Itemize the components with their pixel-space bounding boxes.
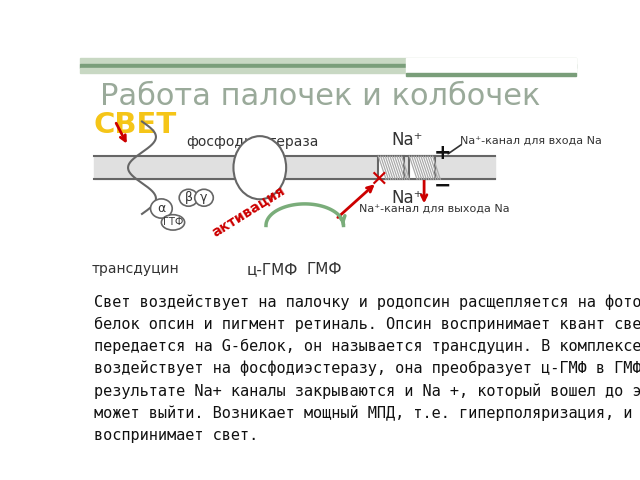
Bar (80, 58, 576, 64)
Text: СВЕТ: СВЕТ (94, 111, 177, 139)
Text: фосфодиэстераза: фосфодиэстераза (186, 135, 318, 149)
Bar (378, 156, 404, 179)
Text: ц-ГМФ: ц-ГМФ (246, 262, 298, 277)
Text: ГМФ: ГМФ (307, 262, 342, 277)
Text: Работа палочек и колбочек: Работа палочек и колбочек (100, 82, 540, 110)
Text: Na⁺: Na⁺ (391, 131, 423, 149)
Text: α: α (157, 202, 166, 215)
Text: β: β (184, 191, 193, 204)
Ellipse shape (161, 215, 184, 230)
Text: γ: γ (200, 191, 208, 204)
Text: активация: активация (210, 183, 288, 240)
Bar (80, 64, 576, 68)
Text: Na⁺-канал для входа Na: Na⁺-канал для входа Na (460, 136, 602, 146)
Text: −: − (434, 175, 451, 195)
Text: Свет воздействует на палочку и родопсин расщепляется на фоторецепторный
белок оп: Свет воздействует на палочку и родопсин … (94, 295, 640, 443)
Text: Na⁺-канал для выхода Na: Na⁺-канал для выхода Na (359, 204, 509, 214)
Bar (80, 68, 576, 73)
Bar (410, 156, 435, 179)
Text: ГТФ: ГТФ (163, 217, 183, 228)
Ellipse shape (179, 189, 198, 206)
Bar (406, 58, 576, 73)
Ellipse shape (150, 199, 172, 218)
Text: ✕: ✕ (369, 169, 388, 189)
Bar (94, 156, 495, 179)
Ellipse shape (234, 136, 286, 199)
Bar (406, 73, 576, 76)
Ellipse shape (195, 189, 213, 206)
Text: Na⁺: Na⁺ (391, 189, 423, 207)
Text: трансдуцин: трансдуцин (92, 263, 180, 276)
Text: +: + (434, 143, 451, 163)
